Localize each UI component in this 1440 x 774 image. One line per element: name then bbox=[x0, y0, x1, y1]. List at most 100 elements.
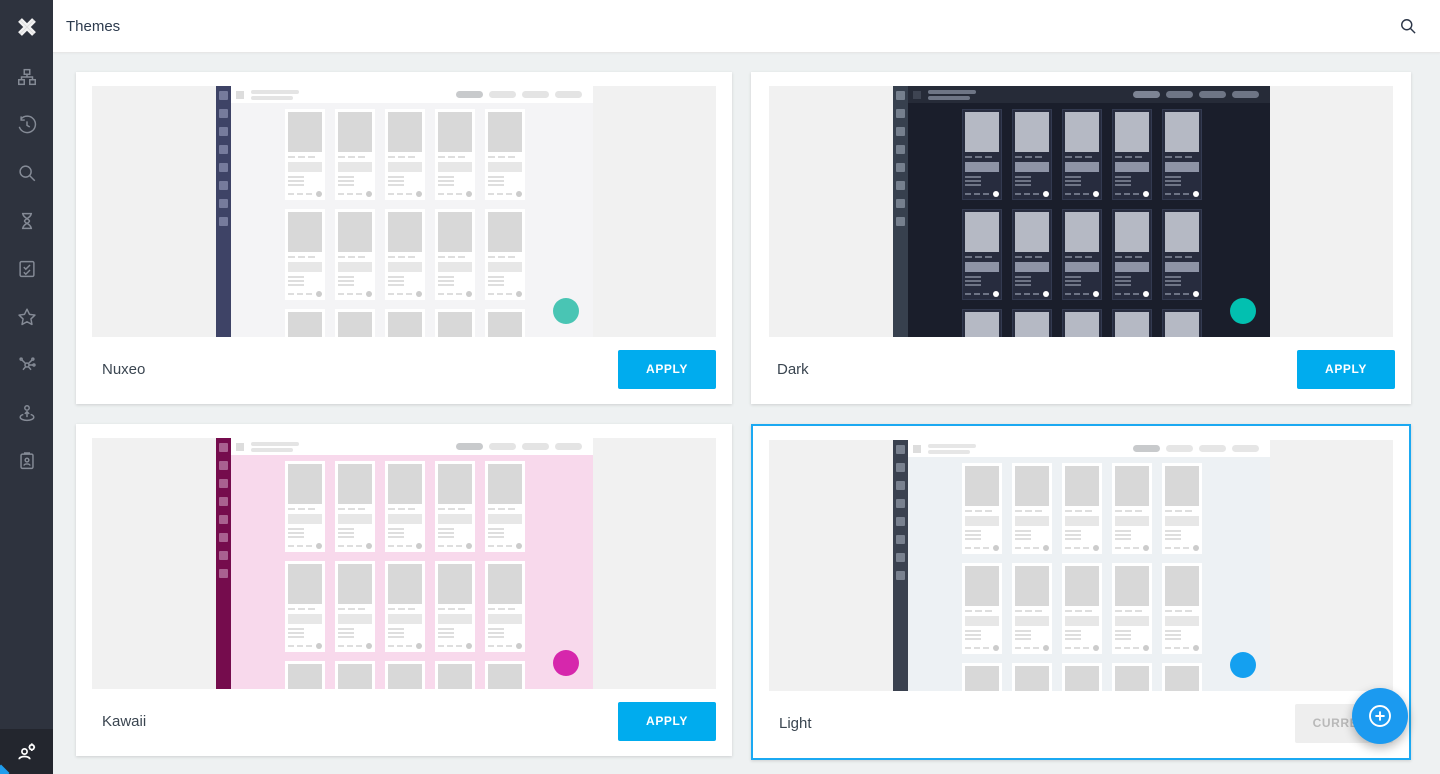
preview-tile bbox=[1011, 309, 1052, 337]
theme-card-kawaii: Kawaii APPLY bbox=[76, 424, 732, 756]
theme-preview-dark bbox=[769, 86, 1393, 337]
card-footer: Dark APPLY bbox=[767, 337, 1395, 401]
tree-icon bbox=[17, 68, 36, 86]
preview-tile bbox=[434, 109, 475, 200]
add-theme-fab[interactable] bbox=[1352, 688, 1408, 744]
theme-card-nuxeo: Nuxeo APPLY bbox=[76, 72, 732, 404]
preview-tile bbox=[1111, 309, 1152, 337]
sidebar-item-personal-space[interactable] bbox=[0, 389, 53, 437]
preview-tile bbox=[434, 561, 475, 652]
sidebar-item-browser[interactable] bbox=[0, 53, 53, 101]
page-title: Themes bbox=[66, 17, 121, 35]
theme-preview-nuxeo bbox=[92, 86, 716, 337]
preview-page-margin bbox=[592, 86, 716, 337]
theme-card-grid: Nuxeo APPLY Dark APPLY Kawaii APPLY bbox=[76, 72, 1411, 760]
hourglass-icon bbox=[21, 212, 32, 230]
preview-document-grid bbox=[907, 457, 1270, 691]
preview-tile bbox=[484, 109, 525, 200]
nuxeo-x-logo bbox=[17, 17, 36, 36]
preview-page-margin bbox=[1269, 440, 1393, 691]
preview-tile bbox=[384, 561, 425, 652]
preview-tile bbox=[434, 461, 475, 552]
preview-page-margin bbox=[769, 86, 893, 337]
theme-card-dark: Dark APPLY bbox=[751, 72, 1411, 404]
sidebar bbox=[0, 0, 53, 774]
preview-page-margin bbox=[1269, 86, 1393, 337]
preview-fab-dot bbox=[1229, 298, 1256, 324]
preview-tile bbox=[1061, 663, 1102, 691]
sidebar-item-admin[interactable] bbox=[0, 729, 53, 774]
card-footer: Nuxeo APPLY bbox=[92, 337, 716, 401]
collections-icon bbox=[18, 357, 36, 371]
search-button[interactable] bbox=[1398, 16, 1418, 36]
preview-tile bbox=[1011, 209, 1052, 300]
preview-tile bbox=[284, 561, 325, 652]
preview-tile bbox=[334, 109, 375, 200]
theme-name: Nuxeo bbox=[102, 360, 146, 378]
sidebar-item-workflows[interactable] bbox=[0, 245, 53, 293]
sidebar-item-profile[interactable] bbox=[0, 437, 53, 485]
preview-tile bbox=[484, 209, 525, 300]
preview-tile bbox=[1111, 109, 1152, 200]
preview-tile bbox=[384, 661, 425, 689]
apply-button-dark[interactable]: APPLY bbox=[1297, 349, 1395, 389]
preview-tile bbox=[284, 309, 325, 337]
preview-sidebar-strip bbox=[892, 86, 908, 337]
sidebar-item-favorites[interactable] bbox=[0, 293, 53, 341]
apply-button-nuxeo[interactable]: APPLY bbox=[618, 349, 716, 389]
preview-tile bbox=[284, 209, 325, 300]
preview-tile bbox=[1011, 663, 1052, 691]
preview-tile bbox=[384, 461, 425, 552]
preview-page-margin bbox=[592, 438, 716, 689]
star-icon bbox=[17, 308, 36, 326]
preview-tile bbox=[484, 561, 525, 652]
preview-tile bbox=[484, 309, 525, 337]
sidebar-item-search[interactable] bbox=[0, 149, 53, 197]
preview-document-grid bbox=[230, 103, 593, 337]
preview-tile bbox=[961, 209, 1002, 300]
preview-tile bbox=[1161, 109, 1202, 200]
sidebar-item-collections[interactable] bbox=[0, 341, 53, 389]
preview-tile bbox=[284, 461, 325, 552]
theme-preview-kawaii bbox=[92, 438, 716, 689]
preview-tile bbox=[1061, 563, 1102, 654]
theme-name: Kawaii bbox=[102, 712, 147, 730]
preview-fab-dot bbox=[1229, 652, 1256, 678]
theme-name: Dark bbox=[777, 360, 809, 378]
preview-tile bbox=[1011, 563, 1052, 654]
checklist-icon bbox=[18, 260, 35, 278]
card-footer: Light CURRENT bbox=[769, 691, 1393, 755]
preview-page-margin bbox=[92, 438, 216, 689]
card-footer: Kawaii APPLY bbox=[92, 689, 716, 753]
preview-tile bbox=[1111, 209, 1152, 300]
preview-tile bbox=[1161, 563, 1202, 654]
preview-topbar bbox=[230, 86, 593, 103]
preview-topbar bbox=[230, 438, 593, 455]
preview-tile bbox=[961, 109, 1002, 200]
nuxeo-x-logo[interactable] bbox=[0, 0, 53, 53]
apply-button-kawaii[interactable]: APPLY bbox=[618, 701, 716, 741]
preview-tile bbox=[1061, 209, 1102, 300]
sidebar-item-recently-viewed[interactable] bbox=[0, 101, 53, 149]
preview-tile bbox=[334, 309, 375, 337]
preview-tile bbox=[1111, 563, 1152, 654]
preview-tile bbox=[484, 661, 525, 689]
preview-tile bbox=[434, 309, 475, 337]
preview-tile bbox=[1011, 109, 1052, 200]
preview-tile bbox=[334, 661, 375, 689]
admin-settings-icon bbox=[17, 742, 35, 759]
theme-card-light: Light CURRENT bbox=[751, 424, 1411, 760]
preview-tile bbox=[961, 309, 1002, 337]
preview-tile bbox=[961, 463, 1002, 554]
search-icon bbox=[1401, 19, 1416, 34]
preview-topbar bbox=[907, 440, 1270, 457]
preview-sidebar-strip bbox=[215, 86, 231, 337]
preview-tile bbox=[484, 461, 525, 552]
sidebar-item-tasks[interactable] bbox=[0, 197, 53, 245]
preview-tile bbox=[434, 661, 475, 689]
preview-tile bbox=[1011, 463, 1052, 554]
preview-tile bbox=[1061, 463, 1102, 554]
theme-name: Light bbox=[779, 714, 812, 732]
preview-tile bbox=[1061, 309, 1102, 337]
preview-tile bbox=[384, 309, 425, 337]
